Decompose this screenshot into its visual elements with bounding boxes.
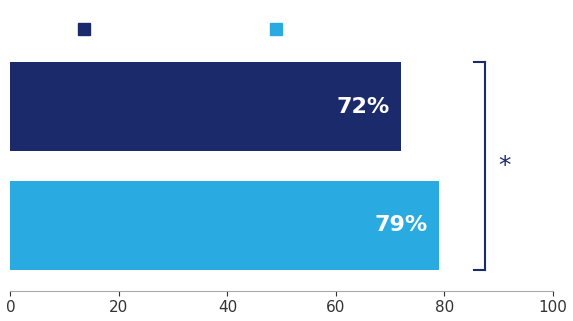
Text: 79%: 79% <box>375 215 428 235</box>
Bar <box>10 181 439 270</box>
Text: *: * <box>499 154 511 178</box>
Text: 72%: 72% <box>337 97 390 117</box>
Bar <box>10 62 401 151</box>
